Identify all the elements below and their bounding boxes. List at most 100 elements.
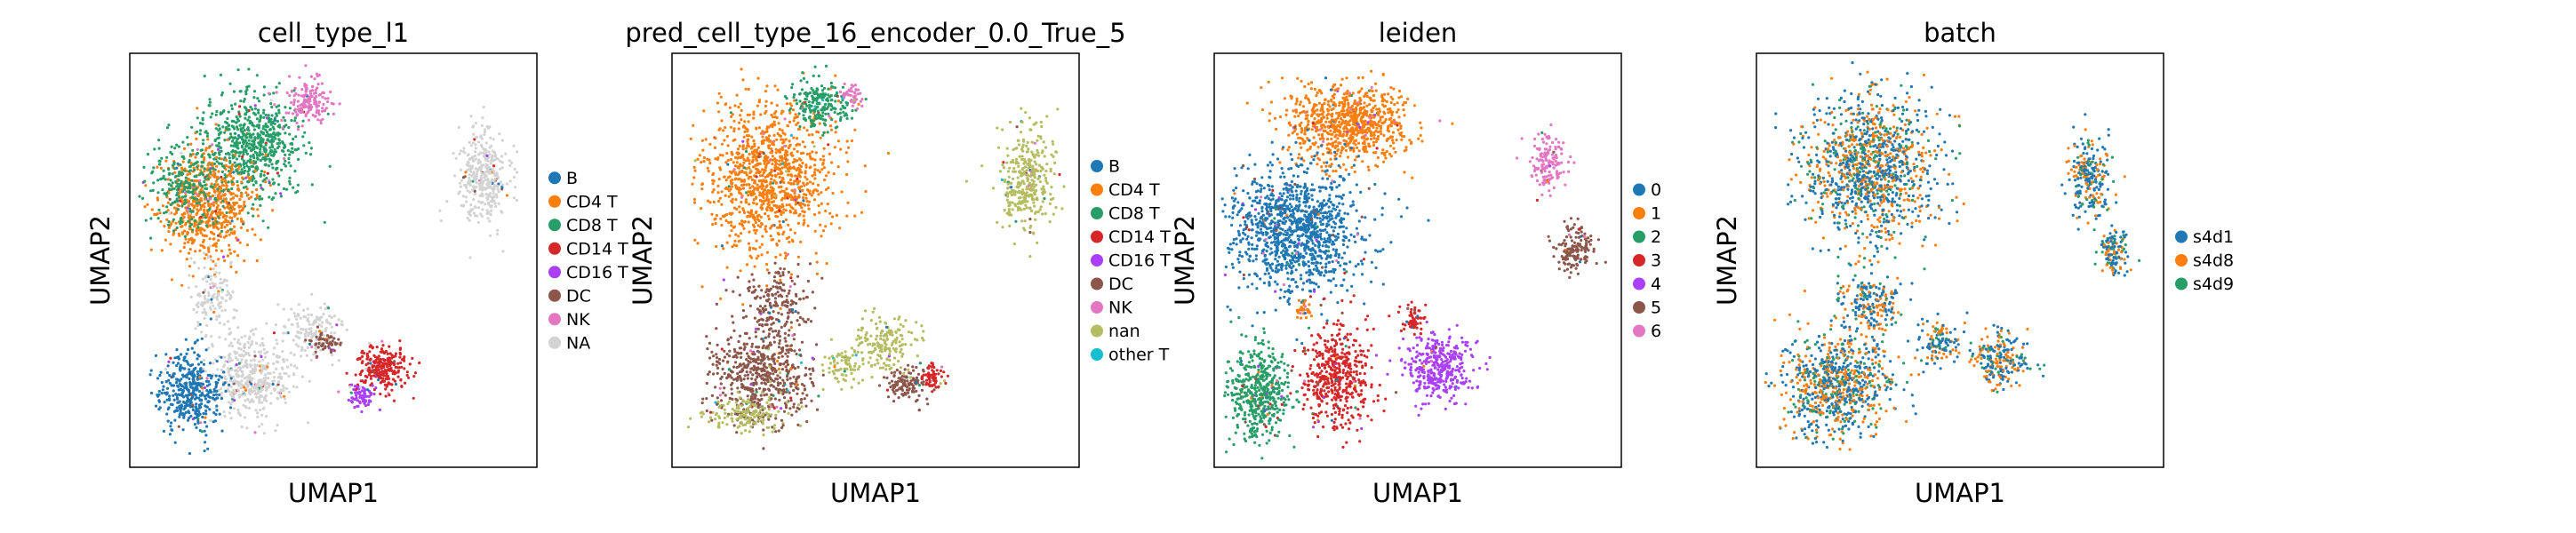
data-point — [748, 211, 752, 215]
data-point — [827, 112, 830, 115]
data-point — [253, 169, 257, 172]
data-point — [244, 92, 248, 96]
data-point — [197, 403, 202, 408]
data-point — [754, 163, 757, 167]
data-point — [759, 113, 763, 116]
data-point — [248, 401, 252, 404]
data-point — [473, 205, 476, 209]
data-point — [277, 138, 281, 141]
data-point — [190, 346, 194, 350]
data-point — [309, 327, 313, 330]
data-point — [508, 159, 511, 163]
data-point — [291, 147, 294, 150]
data-point — [252, 142, 256, 147]
data-point — [227, 180, 230, 184]
data-point — [334, 343, 338, 346]
data-point — [288, 75, 292, 78]
data-point — [300, 331, 303, 335]
data-point — [152, 181, 156, 185]
data-point — [252, 386, 256, 389]
data-point — [771, 190, 774, 194]
data-point — [292, 353, 296, 356]
data-point — [262, 124, 266, 128]
data-point — [480, 214, 484, 218]
data-point — [246, 159, 250, 163]
data-point — [386, 377, 389, 381]
data-point — [691, 182, 694, 186]
data-point — [489, 185, 492, 188]
data-point — [731, 245, 734, 249]
data-point — [196, 419, 200, 423]
data-point — [230, 391, 234, 394]
data-point — [359, 386, 363, 389]
data-point — [240, 135, 244, 139]
data-point — [268, 371, 272, 376]
data-point — [360, 351, 364, 354]
data-point — [829, 94, 833, 98]
data-point — [781, 138, 785, 141]
data-point — [258, 398, 261, 402]
data-point — [253, 354, 257, 358]
data-point — [223, 375, 227, 378]
data-point — [201, 370, 204, 373]
data-point — [181, 413, 185, 417]
data-point — [202, 155, 206, 160]
data-point — [800, 105, 804, 108]
data-point — [276, 376, 280, 379]
data-point — [190, 371, 194, 375]
data-point — [196, 130, 199, 133]
data-point — [218, 374, 221, 378]
data-point — [403, 355, 406, 359]
data-point — [222, 322, 226, 326]
data-point — [258, 360, 261, 363]
data-point — [835, 213, 838, 217]
data-point — [263, 355, 268, 359]
data-point — [180, 220, 184, 224]
data-point — [439, 219, 443, 223]
data-point — [166, 419, 170, 423]
data-point — [228, 207, 231, 211]
data-point — [752, 202, 756, 205]
data-point — [229, 211, 233, 214]
data-point — [760, 253, 764, 257]
data-point — [197, 201, 201, 204]
data-point — [770, 194, 773, 197]
data-point — [183, 195, 188, 198]
data-point — [387, 356, 390, 360]
data-point — [753, 187, 756, 190]
data-point — [772, 142, 775, 146]
data-point — [766, 202, 770, 206]
data-point — [188, 171, 192, 176]
data-point — [394, 365, 397, 370]
data-point — [726, 163, 730, 166]
data-point — [738, 222, 741, 226]
data-point — [478, 180, 482, 184]
data-point — [250, 390, 254, 394]
data-point — [274, 192, 277, 195]
data-point — [204, 333, 208, 337]
data-point — [182, 215, 186, 219]
data-point — [162, 169, 165, 172]
data-point — [741, 163, 745, 168]
data-point — [255, 146, 260, 150]
data-point — [219, 232, 222, 235]
data-point — [756, 214, 760, 218]
data-point — [500, 166, 504, 170]
data-point — [850, 139, 853, 143]
data-point — [242, 220, 245, 224]
data-point — [750, 135, 754, 139]
data-point — [784, 209, 788, 212]
data-point — [265, 131, 269, 134]
data-point — [202, 213, 205, 217]
data-point — [325, 340, 329, 345]
data-point — [251, 139, 254, 143]
data-point — [257, 111, 260, 115]
data-point — [481, 182, 484, 187]
data-point — [780, 129, 784, 132]
data-point — [246, 352, 250, 355]
data-point — [789, 173, 793, 177]
data-point — [201, 386, 204, 390]
data-point — [206, 393, 210, 396]
data-point — [264, 153, 268, 157]
data-point — [156, 179, 160, 182]
